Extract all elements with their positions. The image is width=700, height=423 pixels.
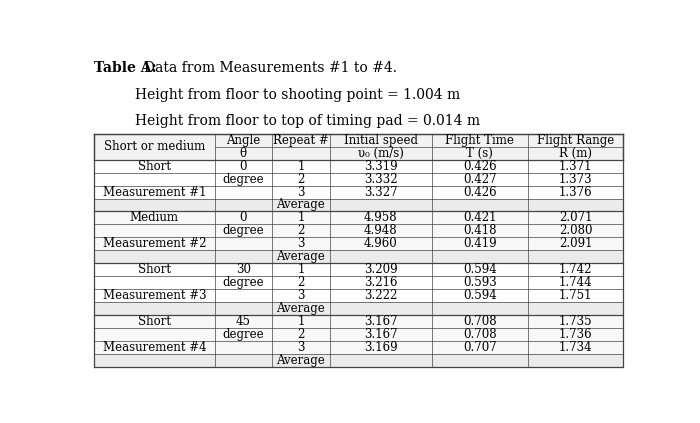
Text: 2.080: 2.080: [559, 224, 592, 237]
Text: 3.216: 3.216: [364, 276, 398, 289]
Text: 3.209: 3.209: [364, 263, 398, 276]
Text: 3: 3: [298, 186, 304, 198]
Text: Short: Short: [138, 315, 171, 328]
Bar: [94, 173, 624, 186]
Text: 1: 1: [298, 212, 304, 225]
Bar: [94, 186, 624, 198]
Text: 2.091: 2.091: [559, 237, 592, 250]
Text: 3: 3: [298, 237, 304, 250]
Text: 0.708: 0.708: [463, 315, 496, 328]
Text: Measurement #2: Measurement #2: [103, 237, 206, 250]
Text: 1.373: 1.373: [559, 173, 592, 186]
Text: Flight Range: Flight Range: [537, 134, 614, 147]
Text: 3.167: 3.167: [364, 315, 398, 328]
Text: 3: 3: [298, 341, 304, 354]
Text: 30: 30: [236, 263, 251, 276]
Text: Short: Short: [138, 263, 171, 276]
Text: 0.418: 0.418: [463, 224, 496, 237]
Text: Average: Average: [276, 250, 326, 263]
Text: 3.332: 3.332: [364, 173, 398, 186]
Text: degree: degree: [223, 173, 264, 186]
Text: 2: 2: [298, 173, 304, 186]
Text: 2.071: 2.071: [559, 212, 592, 225]
Text: T (s): T (s): [466, 147, 493, 160]
Text: 1.735: 1.735: [559, 315, 592, 328]
Text: 3: 3: [298, 289, 304, 302]
Text: 4.948: 4.948: [364, 224, 398, 237]
Text: 0.708: 0.708: [463, 328, 496, 341]
Bar: [94, 198, 624, 212]
Text: 3.167: 3.167: [364, 328, 398, 341]
Text: degree: degree: [223, 276, 264, 289]
Text: Medium: Medium: [130, 212, 178, 225]
Text: R (m): R (m): [559, 147, 592, 160]
Bar: [94, 263, 624, 276]
Bar: [94, 276, 624, 289]
Text: Data from Measurements #1 to #4.: Data from Measurements #1 to #4.: [144, 60, 397, 74]
Text: 1: 1: [298, 159, 304, 173]
Text: degree: degree: [223, 328, 264, 341]
Text: Measurement #1: Measurement #1: [103, 186, 206, 198]
Text: 0.594: 0.594: [463, 289, 496, 302]
Text: 45: 45: [236, 315, 251, 328]
Text: Initial speed: Initial speed: [344, 134, 418, 147]
Text: Height from floor to shooting point = 1.004 m: Height from floor to shooting point = 1.…: [134, 88, 460, 102]
Text: 0: 0: [239, 212, 247, 225]
Text: Average: Average: [276, 198, 326, 212]
Text: Table A:: Table A:: [94, 60, 157, 74]
Text: Measurement #4: Measurement #4: [102, 341, 206, 354]
Bar: [94, 224, 624, 237]
Text: 0.707: 0.707: [463, 341, 496, 354]
Text: 1.736: 1.736: [559, 328, 592, 341]
Text: υ₀ (m/s): υ₀ (m/s): [358, 147, 404, 160]
Text: 0.594: 0.594: [463, 263, 496, 276]
Text: 1.742: 1.742: [559, 263, 592, 276]
Text: 3.169: 3.169: [364, 341, 398, 354]
Text: 4.960: 4.960: [364, 237, 398, 250]
Text: 1.751: 1.751: [559, 289, 592, 302]
Text: 3.319: 3.319: [364, 159, 398, 173]
Bar: [94, 289, 624, 302]
Text: 2: 2: [298, 276, 304, 289]
Text: 0.427: 0.427: [463, 173, 496, 186]
Text: Angle: Angle: [226, 134, 260, 147]
Text: 0.426: 0.426: [463, 159, 496, 173]
Text: Short or medium: Short or medium: [104, 140, 205, 153]
Bar: [94, 354, 624, 367]
Text: 1.744: 1.744: [559, 276, 592, 289]
Text: 1.734: 1.734: [559, 341, 592, 354]
Text: Measurement #3: Measurement #3: [102, 289, 206, 302]
Text: Short: Short: [138, 159, 171, 173]
Bar: [94, 341, 624, 354]
Text: 4.958: 4.958: [364, 212, 398, 225]
Bar: [94, 237, 624, 250]
Bar: [94, 160, 624, 173]
Text: 0.593: 0.593: [463, 276, 496, 289]
Text: 1.371: 1.371: [559, 159, 592, 173]
Bar: [94, 250, 624, 263]
Text: 3.327: 3.327: [364, 186, 398, 198]
Text: 1: 1: [298, 263, 304, 276]
Text: 0.421: 0.421: [463, 212, 496, 225]
Text: 0: 0: [239, 159, 247, 173]
Text: 0.426: 0.426: [463, 186, 496, 198]
Text: 0.419: 0.419: [463, 237, 496, 250]
Text: 2: 2: [298, 328, 304, 341]
Text: 2: 2: [298, 224, 304, 237]
Text: θ: θ: [240, 147, 247, 160]
Text: 1: 1: [298, 315, 304, 328]
Text: Average: Average: [276, 302, 326, 315]
Bar: [94, 302, 624, 315]
Bar: [94, 134, 624, 160]
Text: Flight Time: Flight Time: [445, 134, 514, 147]
Text: 3.222: 3.222: [364, 289, 398, 302]
Bar: [94, 212, 624, 224]
Text: Height from floor to top of timing pad = 0.014 m: Height from floor to top of timing pad =…: [134, 114, 480, 128]
Text: Average: Average: [276, 354, 326, 367]
Text: degree: degree: [223, 224, 264, 237]
Text: Repeat #: Repeat #: [273, 134, 329, 147]
Bar: [94, 328, 624, 341]
Text: 1.376: 1.376: [559, 186, 592, 198]
Bar: [94, 315, 624, 328]
